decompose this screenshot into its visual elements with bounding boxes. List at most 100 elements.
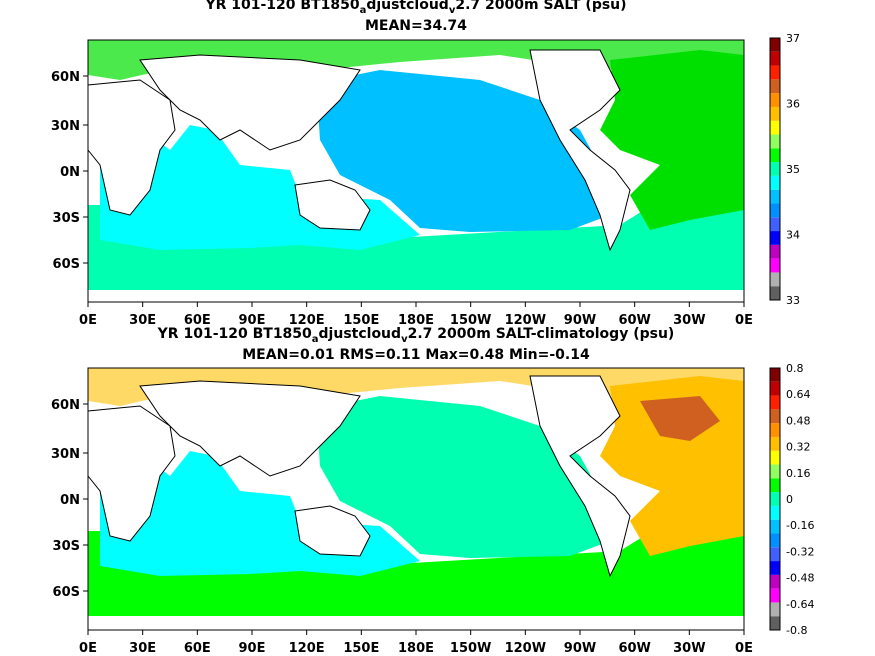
- panel-1-stats: MEAN=34.74: [364, 18, 468, 34]
- map-2-colorbar-swatch: [770, 519, 780, 534]
- map-2-colorbar-label: -0.16: [786, 519, 814, 532]
- map-1-colorbar-label: 33: [786, 294, 800, 307]
- map-1-x-tick-label: 150W: [450, 313, 491, 328]
- map-2-colorbar-swatch: [770, 574, 780, 589]
- map-1-colorbar-label: 36: [786, 98, 800, 111]
- map-2-x-tick-label: 150W: [450, 641, 491, 656]
- map-2-x-tick-label: 60W: [618, 641, 650, 656]
- map-2-x-tick-label: 150E: [343, 641, 379, 656]
- map-1-y-tick-label: 30S: [53, 211, 80, 226]
- map-1-colorbar-swatch: [770, 93, 780, 107]
- map-2-pacific-ocean: [318, 396, 610, 558]
- map-1-colorbar-swatch: [770, 244, 780, 259]
- map-1-y-tick-label: 60N: [51, 70, 80, 85]
- map-1-colorbar-swatch: [770, 38, 780, 52]
- map-1-y-tick-label: 60S: [53, 257, 80, 272]
- map-2-x-tick-label: 180E: [398, 641, 434, 656]
- map-2-colorbar-swatch: [770, 561, 780, 575]
- map-1-colorbar-swatch: [770, 120, 780, 135]
- map-2-y-tick-label: 60S: [53, 585, 80, 600]
- map-1-antarctica: [88, 290, 744, 302]
- map-2-colorbar-label: 0.32: [786, 441, 811, 454]
- panel-2-title: YR 101-120 BT1850adjustcloudv2.7 2000m S…: [157, 326, 675, 345]
- map-2-svg: 0E 30E 60E 90E 120E 150E 180E 150W 120W 90W 60W 30W…: [51, 362, 814, 656]
- map-1-colorbar-swatch: [770, 258, 780, 273]
- map-1-svg: 0E 30E 60E 90E 120E 150E 180E 150W 120W 90W 60W 30W…: [51, 32, 800, 328]
- map-2-colorbar-swatch: [770, 533, 780, 548]
- map-2-y-tick-label: 30S: [53, 539, 80, 554]
- map-2-colorbar-swatch: [770, 505, 780, 520]
- map-1-atlantic-ocean: [600, 50, 744, 230]
- map-2-y-tick-label: 30N: [51, 447, 80, 462]
- map-1-colorbar-swatch: [770, 203, 780, 218]
- map-1-colorbar-label: 37: [786, 32, 800, 45]
- map-2-africa: [87, 405, 176, 542]
- map-2-x-tick-label: 120W: [505, 641, 546, 656]
- map-1-australia: [294, 179, 371, 231]
- map-2-colorbar-swatch: [770, 616, 780, 630]
- map-1-colorbar-swatch: [770, 217, 780, 232]
- map-2-colorbar-frame: [769, 367, 781, 631]
- map-2-colorbar-swatch: [770, 478, 780, 493]
- map-2-colorbar-swatch: [770, 547, 780, 562]
- map-2-colorbar-label: 0.64: [786, 388, 811, 401]
- map-2-colorbar-label: -0.64: [786, 598, 814, 611]
- map-2-colorbar-swatch: [770, 381, 780, 396]
- map-1-colorbar-swatch: [770, 272, 780, 287]
- map-2-colorbar-swatch: [770, 436, 780, 451]
- map-1-colorbar-label: 34: [786, 229, 800, 242]
- map-2-x-tick-label: 0E: [79, 641, 97, 656]
- map-2-north-atlantic-max: [640, 396, 720, 441]
- map-2-x-tick-label: 60E: [184, 641, 211, 656]
- map-1-colorbar-swatch: [770, 286, 780, 300]
- map-1-colorbar-swatch: [770, 162, 780, 176]
- panel-1-title: YR 101-120 BT1850adjustcloudv2.7 2000m S…: [205, 0, 627, 16]
- map-1-x-tick-label: 150E: [343, 313, 379, 328]
- map-2-colorbar-swatch: [770, 602, 780, 617]
- map-1-pacific-ocean: [318, 70, 610, 232]
- map-2-colorbar-label: 0.48: [786, 414, 811, 427]
- map-2-americas: [529, 375, 631, 578]
- map-2-colorbar-label: -0.32: [786, 545, 814, 558]
- map-1-colorbar-swatch: [770, 106, 780, 121]
- map-1-y-tick-label: 0N: [60, 165, 80, 180]
- map-1-africa: [87, 79, 176, 216]
- map-2-colorbar-swatch: [770, 464, 780, 479]
- map-2-y-tick-label: 0N: [60, 493, 80, 508]
- map-2-colorbar-label: 0.16: [786, 467, 811, 480]
- map-2-colorbar-swatch: [770, 450, 780, 465]
- map-2-colorbar-label: 0: [786, 493, 793, 506]
- map-2-australia: [294, 505, 371, 557]
- map-1-colorbar-swatch: [770, 79, 780, 94]
- map-1-x-tick-label: 60E: [184, 313, 211, 328]
- map-2-x-tick-label: 30E: [129, 641, 156, 656]
- map-1-x-tick-label: 0E: [735, 313, 753, 328]
- map-2-colorbar-label: -0.48: [786, 572, 814, 585]
- map-2-y-tick-label: 60N: [51, 398, 80, 413]
- map-2-colorbar-swatch: [770, 395, 780, 410]
- map-2-colorbar-label: -0.8: [786, 624, 807, 637]
- map-1-x-tick-label: 120E: [289, 313, 325, 328]
- panel-salt: YR 101-120 BT1850adjustcloudv2.7 2000m S…: [51, 0, 800, 328]
- map-1-x-tick-label: 30W: [673, 313, 705, 328]
- map-1-colorbar-frame: [769, 37, 781, 301]
- map-2-colorbar-swatch: [770, 423, 780, 437]
- map-2-colorbar-swatch: [770, 409, 780, 424]
- map-1-colorbar-swatch: [770, 175, 780, 190]
- map-2-colorbar-swatch: [770, 368, 780, 382]
- map-1-x-tick-label: 30E: [129, 313, 156, 328]
- map-1-x-tick-label: 120W: [505, 313, 546, 328]
- map-2-x-tick-label: 0E: [735, 641, 753, 656]
- map-1-colorbar-swatch: [770, 231, 780, 245]
- map-1-x-tick-label: 0E: [79, 313, 97, 328]
- map-1-y-tick-label: 30N: [51, 119, 80, 134]
- map-2-x-tick-label: 120E: [289, 641, 325, 656]
- map-1-x-tick-label: 180E: [398, 313, 434, 328]
- map-1-americas: [529, 49, 631, 252]
- map-1-colorbar-swatch: [770, 51, 780, 66]
- map-1-colorbar-swatch: [770, 65, 780, 80]
- map-1-eurasia: [139, 54, 361, 151]
- map-2-x-tick-label: 90W: [564, 641, 596, 656]
- map-2-colorbar-label: 0.8: [786, 362, 804, 375]
- panel-salt-anomaly: YR 101-120 BT1850adjustcloudv2.7 2000m S…: [0, 326, 875, 656]
